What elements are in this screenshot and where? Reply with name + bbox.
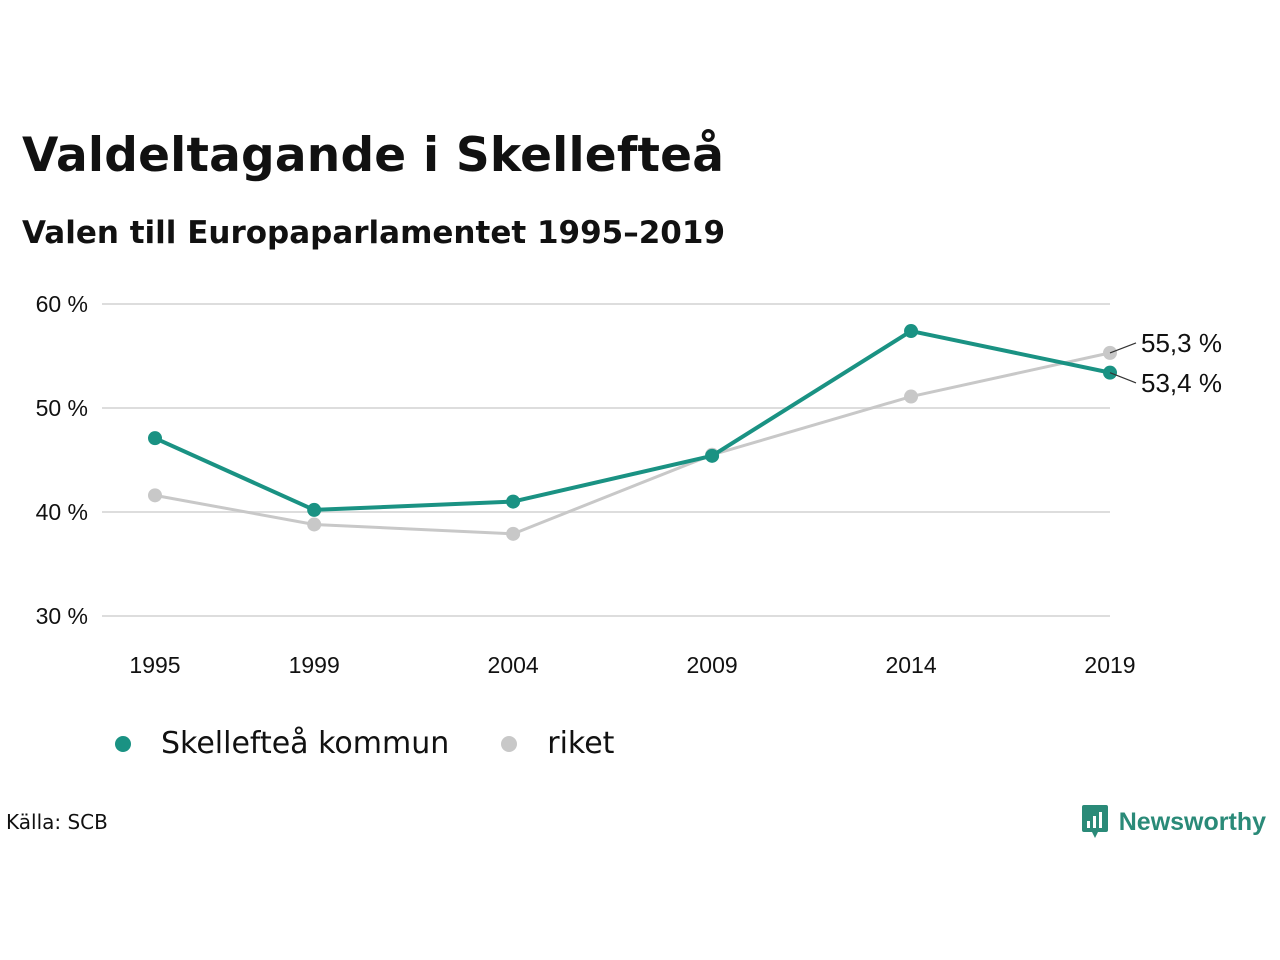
legend-dot-kommun	[115, 735, 131, 752]
brand-name: Newsworthy	[1118, 807, 1266, 836]
end-labels: 55,3 % 53,4 %	[1109, 328, 1222, 398]
series-line	[153, 351, 1112, 536]
label-leader-line	[1109, 372, 1137, 384]
newsworthy-logo-icon	[1081, 805, 1108, 838]
end-value-label: 53,4 %	[1141, 368, 1222, 398]
x-tick-label: 2004	[488, 652, 539, 678]
source-note: Källa: SCB	[6, 810, 108, 834]
x-tick-label: 1995	[129, 652, 180, 678]
data-point	[506, 526, 521, 541]
data-point	[705, 448, 720, 463]
data-point	[148, 488, 162, 503]
legend-dot-riket	[501, 735, 518, 752]
chart-legend: Skellefteå kommun riket	[115, 726, 666, 761]
chart-subtitle: Valen till Europaparlamentet 1995–2019	[22, 215, 726, 251]
data-series	[148, 324, 1117, 541]
grid-lines	[102, 303, 1110, 617]
data-point	[307, 517, 322, 532]
x-tick-label: 2009	[686, 652, 737, 678]
chart-title: Valdeltagande i Skellefteå	[22, 128, 725, 183]
y-tick-label: 50 %	[36, 395, 88, 421]
y-axis-ticks: 30 % 40 % 50 % 60 %	[36, 291, 88, 629]
x-tick-label: 2019	[1084, 652, 1135, 678]
y-tick-label: 40 %	[36, 499, 88, 525]
data-point	[148, 431, 162, 446]
data-point	[506, 494, 521, 509]
data-point	[904, 324, 919, 339]
y-tick-label: 30 %	[36, 603, 88, 629]
data-point	[904, 389, 919, 404]
data-point	[307, 502, 322, 517]
series-line	[153, 329, 1112, 512]
x-axis-ticks: 1995 1999 2004 2009 2014 2019	[129, 652, 1135, 678]
y-tick-label: 60 %	[36, 291, 88, 317]
label-leader-line	[1109, 342, 1137, 354]
legend-item-riket: riket	[501, 726, 614, 761]
x-tick-label: 2014	[885, 652, 936, 678]
legend-label-kommun: Skellefteå kommun	[161, 726, 450, 761]
legend-label-riket: riket	[547, 726, 615, 761]
brand-logo: Newsworthy	[1081, 804, 1266, 840]
x-tick-label: 1999	[289, 652, 340, 678]
end-value-label: 55,3 %	[1141, 328, 1222, 358]
legend-item-kommun: Skellefteå kommun	[115, 726, 449, 761]
